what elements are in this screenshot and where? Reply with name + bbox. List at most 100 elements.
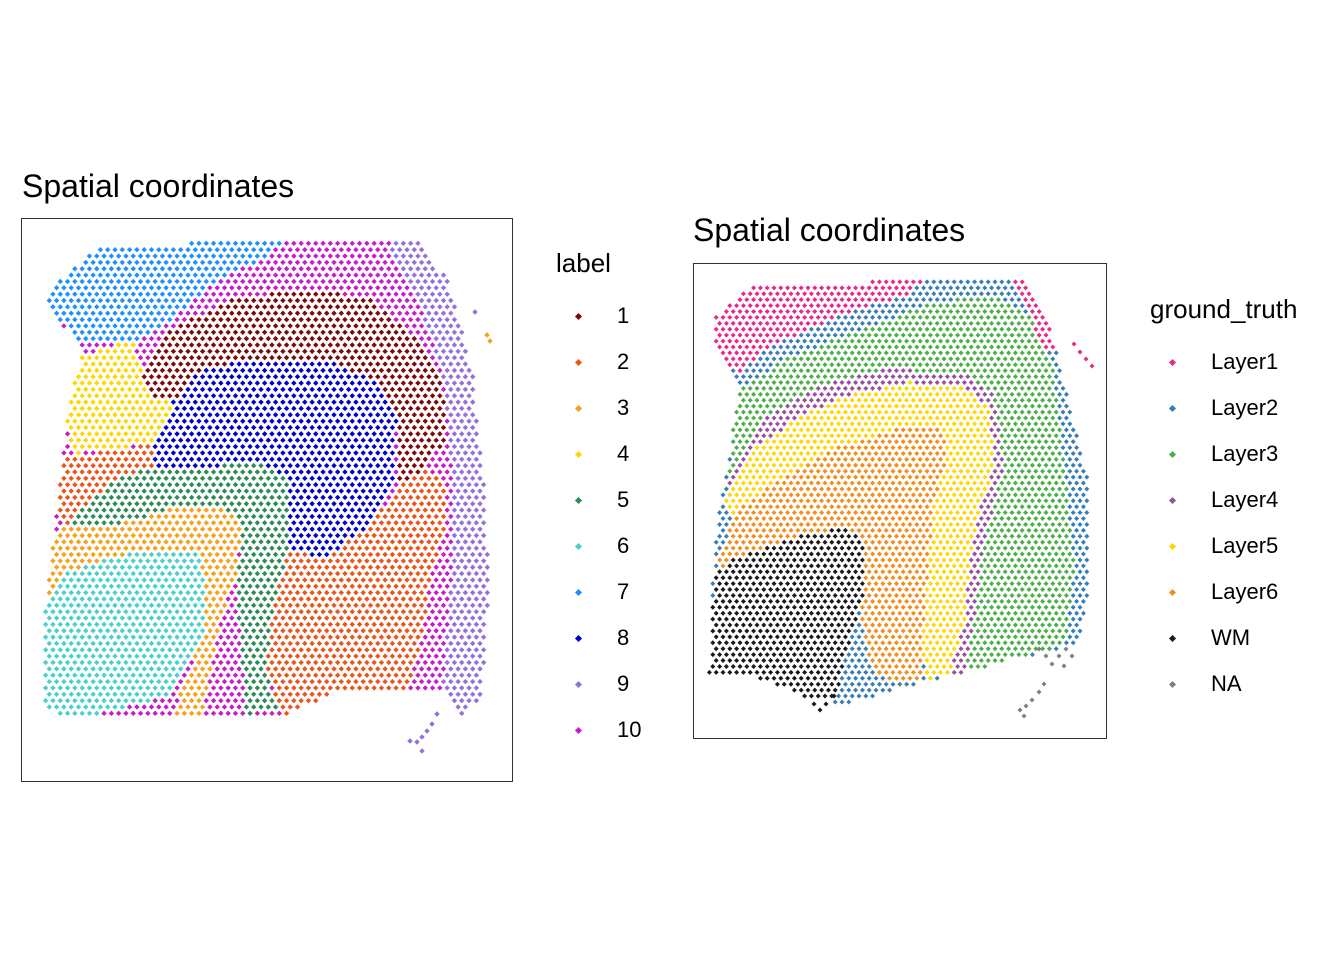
spot-point [316,424,323,431]
spot-point [68,399,74,405]
spot-point [225,685,231,691]
spot-point [754,314,760,320]
spot-point [79,443,85,450]
spot-point [240,266,246,272]
spot-point [53,513,60,520]
spot-point [163,259,169,266]
spot-point [320,634,326,640]
spot-point [353,678,359,685]
spot-point [170,615,177,621]
spot-point [866,297,872,303]
spot-point [170,551,177,558]
spot-point [411,374,417,380]
spot-point [334,354,341,361]
spot-point [64,659,71,666]
spot-point [251,526,257,532]
spot-point [192,361,198,367]
spot-point [781,326,787,332]
spot-point [324,412,330,418]
spot-point [734,362,740,368]
spot-point [167,393,173,399]
spot-point [112,450,118,456]
spot-point [342,342,348,348]
spot-point [83,704,89,710]
spot-point [309,335,315,342]
spot-point [90,412,96,418]
spot-point [167,342,173,348]
spot-point [240,405,246,412]
spot-point [148,247,155,253]
spot-point [170,475,177,482]
spot-point [305,558,312,564]
spot-point [61,501,67,507]
spot-point [72,431,78,437]
spot-point [156,310,162,316]
spot-point [819,356,825,362]
spot-point [221,564,228,570]
spot-point [185,310,191,316]
spot-point [418,577,425,583]
spot-point [938,362,944,368]
spot-point [978,338,984,344]
spot-point [389,450,396,456]
spot-point [785,332,791,338]
spot-point [893,285,899,291]
spot-point [353,564,359,570]
spot-point [192,475,198,482]
spot-point [448,437,454,443]
spot-point [466,431,472,437]
spot-point [203,583,209,590]
spot-point [342,570,348,577]
spot-point [247,494,253,501]
spot-point [218,354,224,361]
spot-point [477,628,483,634]
spot-point [86,710,93,717]
spot-point [159,291,166,297]
spot-point [825,368,831,374]
spot-point [152,532,158,539]
spot-point [320,253,326,259]
spot-point [203,405,209,412]
spot-point [429,609,436,615]
spot-point [272,691,279,697]
spot-point [243,539,250,545]
spot-point [349,558,355,564]
spot-point [924,279,930,285]
spot-point [163,653,169,659]
spot-point [156,539,162,545]
spot-point [1043,344,1049,350]
spot-point [119,437,125,443]
spot-point [75,285,82,291]
spot-point [459,634,465,640]
spot-point [429,456,436,462]
spot-point [305,672,312,678]
spot-point [455,628,461,634]
spot-point [440,653,447,659]
spot-point [955,285,961,291]
spot-point [251,666,257,672]
spot-point [240,304,246,310]
spot-point [955,332,961,338]
spot-point [258,374,264,380]
spot-point [473,494,480,501]
spot-point [75,462,82,469]
spot-point [57,316,63,323]
spot-point [163,462,169,469]
spot-point [418,348,425,355]
spot-point [334,583,341,590]
spot-point [181,456,188,462]
spot-point [167,570,173,577]
spot-point [188,266,195,272]
spot-point [386,685,392,691]
spot-point [112,374,118,380]
spot-point [247,456,253,462]
spot-point [181,266,188,272]
spot-point [378,583,385,590]
spot-point [79,710,85,717]
spot-point [327,583,334,590]
spot-point [309,551,315,558]
spot-point [276,469,282,475]
spot-point [236,666,242,672]
spot-point [178,335,184,342]
spot-point [440,386,447,393]
